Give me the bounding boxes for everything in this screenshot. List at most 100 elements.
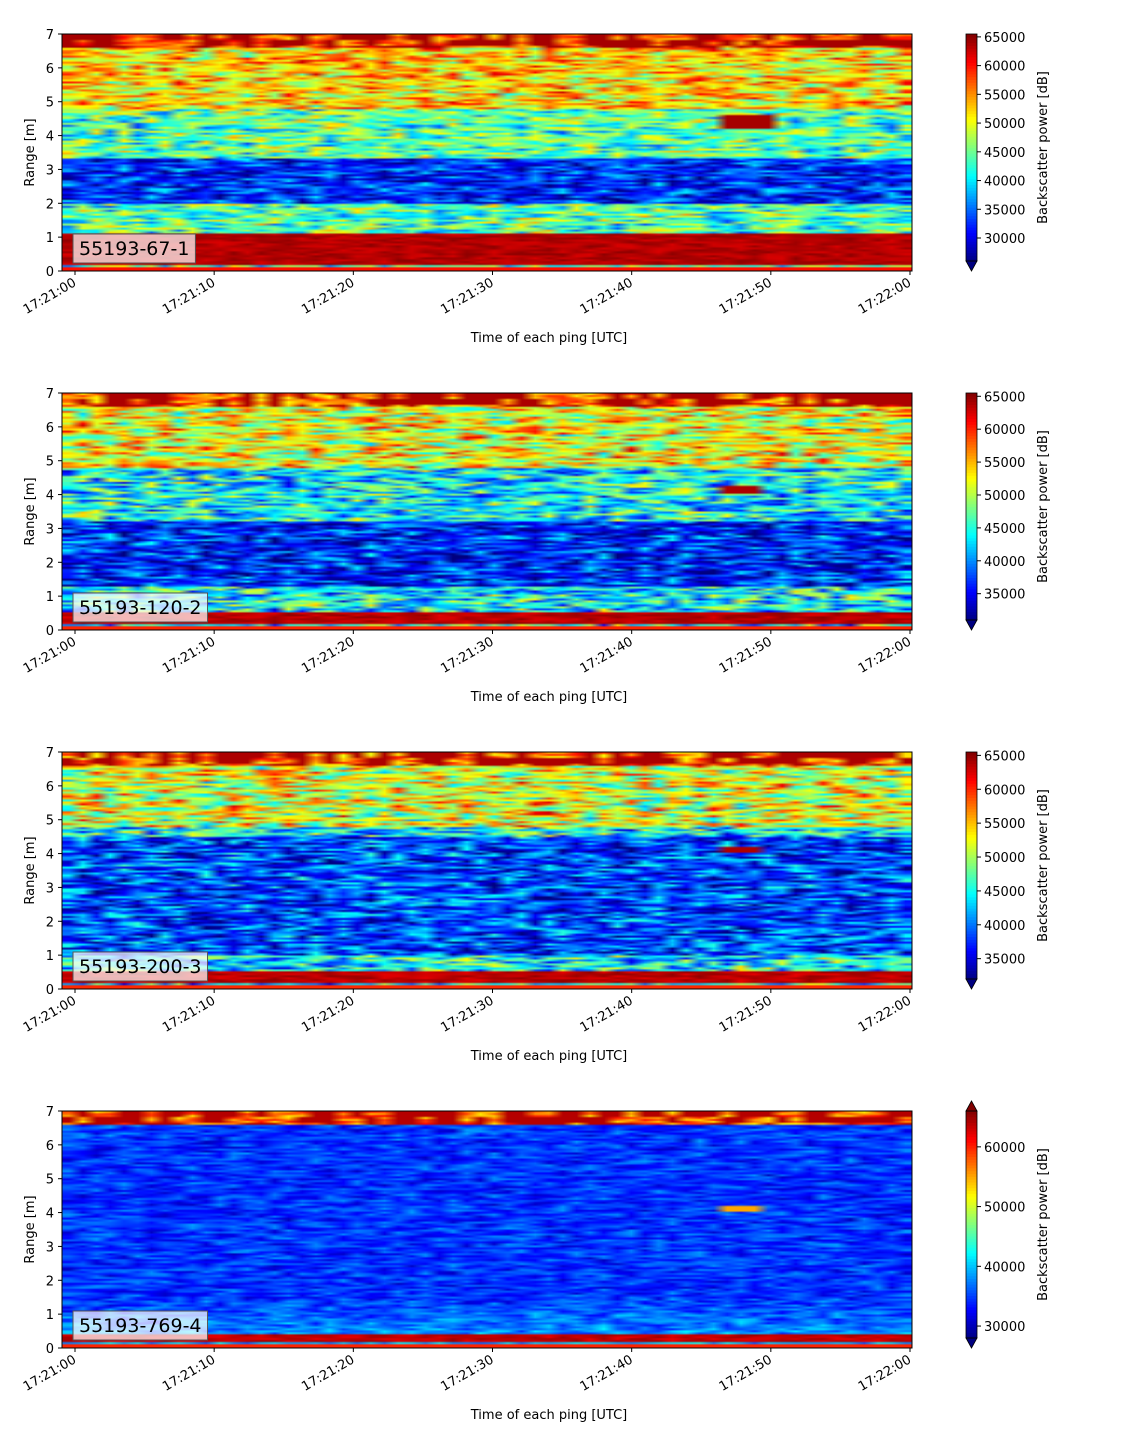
colorbar-segment [966,1190,977,1194]
colorbar-segment [966,1122,977,1126]
y-tick-label: 4 [46,848,54,863]
colorbar-segment [966,557,977,562]
colorbar-segment [966,133,977,137]
colorbar-tick-label: 60000 [984,1141,1025,1156]
y-tick-label: 2 [46,556,54,571]
colorbar-segment [966,602,977,607]
y-tick-label: 2 [46,915,54,930]
x-tick-label: 17:21:20 [299,275,357,317]
colorbar-segment [966,1213,977,1217]
x-tick-label: 17:21:40 [578,275,636,317]
colorbar-segment [966,1306,977,1311]
colorbar-segment [966,435,977,439]
colorbar-segment [966,1323,977,1328]
colorbar-label: Backscatter power [dB] [1036,71,1051,224]
colorbar-segment [966,1193,977,1197]
x-axis-label: Time of each ping [UTC] [470,1049,628,1064]
colorbar-tick-label: 35000 [984,203,1025,218]
colorbar-segment [966,808,977,813]
colorbar-segment [966,427,977,431]
colorbar-segment [966,763,977,767]
colorbar-segment [966,116,977,120]
colorbar-tick-label: 55000 [984,817,1025,832]
colorbar-segment [966,947,977,952]
x-tick-label: 17:21:10 [160,993,218,1035]
y-tick-label: 6 [46,780,54,795]
colorbar-segment [966,532,977,536]
y-tick-label: 3 [46,163,54,178]
x-tick-label: 17:21:20 [299,634,357,676]
y-tick-label: 2 [46,1274,54,1289]
colorbar-segment [966,34,977,38]
colorbar-segment [966,39,977,44]
colorbar-segment [966,107,977,112]
y-tick-label: 7 [46,1105,54,1120]
heatmap-image [62,34,912,271]
colorbar-segment [966,1298,977,1302]
colorbar-segment [966,1230,977,1234]
colorbar-segment [966,110,977,115]
colorbar-segment [966,1179,977,1183]
colorbar-segment [966,1315,977,1319]
colorbar-segment [966,879,977,884]
colorbar-segment [966,959,977,963]
colorbar-segment [966,839,977,844]
colorbar-segment [966,862,977,867]
colorbar-segment [966,1119,977,1123]
colorbar-segment [966,59,977,63]
chart-panel-2: 0 1 2 3 4 5 6 7 Range [m] 17:21:00 17:21:10 17:21:2… [21,387,1051,705]
colorbar-segment [966,480,977,485]
colorbar-segment [966,184,977,188]
colorbar-segment [966,916,977,921]
colorbar-tick-label: 45000 [984,885,1025,900]
colorbar-segment [966,919,977,923]
colorbar-segment [966,876,977,881]
y-axis-label: Range [m] [23,477,38,545]
colorbar-segment [966,1224,977,1228]
colorbar-segment [966,788,977,793]
colorbar-frame [965,1110,978,1339]
colorbar-segment [966,252,977,256]
colorbar-segment [966,500,977,505]
colorbar-segment [966,153,977,157]
colorbar-segment [966,1111,977,1115]
colorbar-segment [966,577,977,581]
colorbar-segment [966,520,977,525]
colorbar-segment [966,797,977,801]
colorbar-segment [966,1139,977,1143]
colorbar-tick-label: 35000 [984,588,1025,603]
colorbar-segment [966,73,977,78]
colorbar-segment [966,87,977,92]
colorbar-tick-label: 40000 [984,555,1025,570]
colorbar-segment [966,102,977,106]
chart-panel-4: 0 1 2 3 4 5 6 7 Range [m] 17:21:00 17:21:10 17:21:2… [21,1100,1051,1423]
colorbar-segment [966,1221,977,1226]
colorbar-segment [966,574,977,579]
colorbar-segment [966,201,977,205]
x-tick-label: 17:21:50 [717,634,775,676]
colorbar-segment [966,1312,977,1316]
colorbar-segment [966,961,977,966]
colorbar-segment [966,964,977,969]
colorbar-segment [966,791,977,796]
colorbar-segment [966,124,977,129]
colorbar-segment [966,1198,977,1203]
colorbar-segment [966,845,977,850]
colorbar-segment [966,882,977,886]
colorbar-segment [966,933,977,938]
colorbar-segment [966,127,977,132]
colorbar-segment [966,48,977,52]
colorbar-segment [966,1125,977,1129]
heatmap-image [62,752,912,989]
colorbar-segment [966,207,977,211]
colorbar-tick-label: 40000 [984,175,1025,190]
x-tick-label: 17:21:00 [21,993,79,1035]
colorbar-segment [966,1196,977,1200]
colorbar-segment [966,198,977,203]
x-tick-label: 17:21:10 [160,634,218,676]
colorbar-segment [966,1113,977,1118]
colorbar-segment [966,1130,977,1135]
colorbar-segment [966,1204,977,1209]
colorbar-segment [966,93,977,98]
colorbar-segment [966,401,977,405]
